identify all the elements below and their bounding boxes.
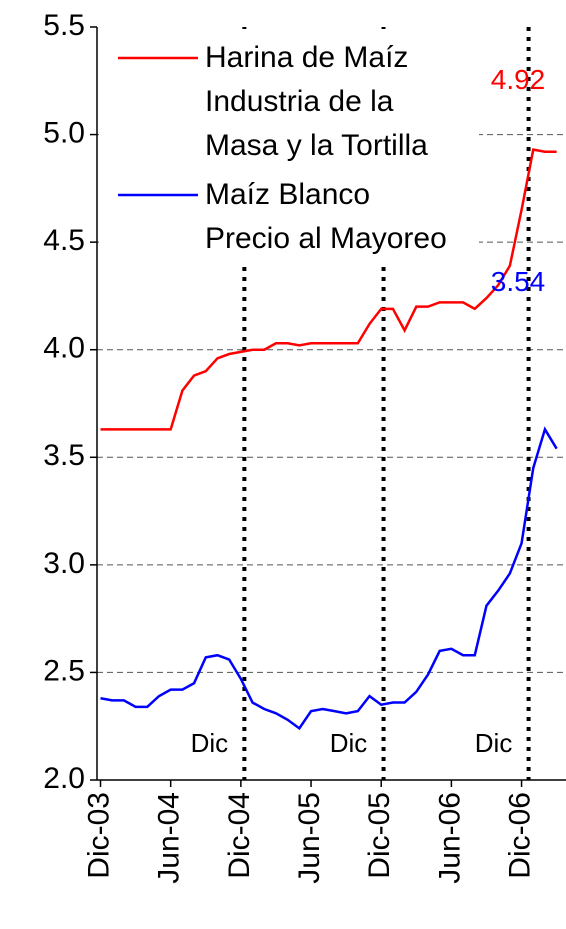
vline-label: Dic	[191, 728, 229, 758]
x-tick-label: Jun-04	[153, 792, 186, 884]
y-tick-label: 4.5	[43, 224, 85, 257]
value-label: 4.92	[491, 64, 546, 95]
y-tick-label: 3.0	[43, 547, 85, 580]
x-tick-label: Dic-05	[363, 792, 396, 879]
vline-label: Dic	[475, 728, 513, 758]
y-tick-label: 3.5	[43, 439, 85, 472]
y-tick-label: 2.5	[43, 654, 85, 687]
y-tick-label: 4.0	[43, 332, 85, 365]
y-tick-label: 2.0	[43, 762, 85, 795]
x-tick-label: Dic-03	[82, 792, 115, 879]
x-tick-label: Jun-06	[433, 792, 466, 884]
x-tick-label: Dic-04	[223, 792, 256, 879]
legend-label: Maíz Blanco Precio al Mayoreo	[205, 178, 447, 255]
series-line	[100, 148, 557, 431]
value-label: 3.54	[491, 266, 546, 297]
legend-label: Harina de Maíz Industria de la Masa y la…	[205, 41, 428, 162]
x-tick-label: Dic-06	[503, 792, 536, 879]
y-tick-label: 5.0	[43, 116, 85, 149]
series-line	[100, 426, 558, 731]
x-tick-label: Jun-05	[293, 792, 326, 884]
y-tick-label: 5.5	[43, 9, 85, 42]
legend-box	[99, 29, 479, 263]
vline-label: Dic	[330, 728, 368, 758]
